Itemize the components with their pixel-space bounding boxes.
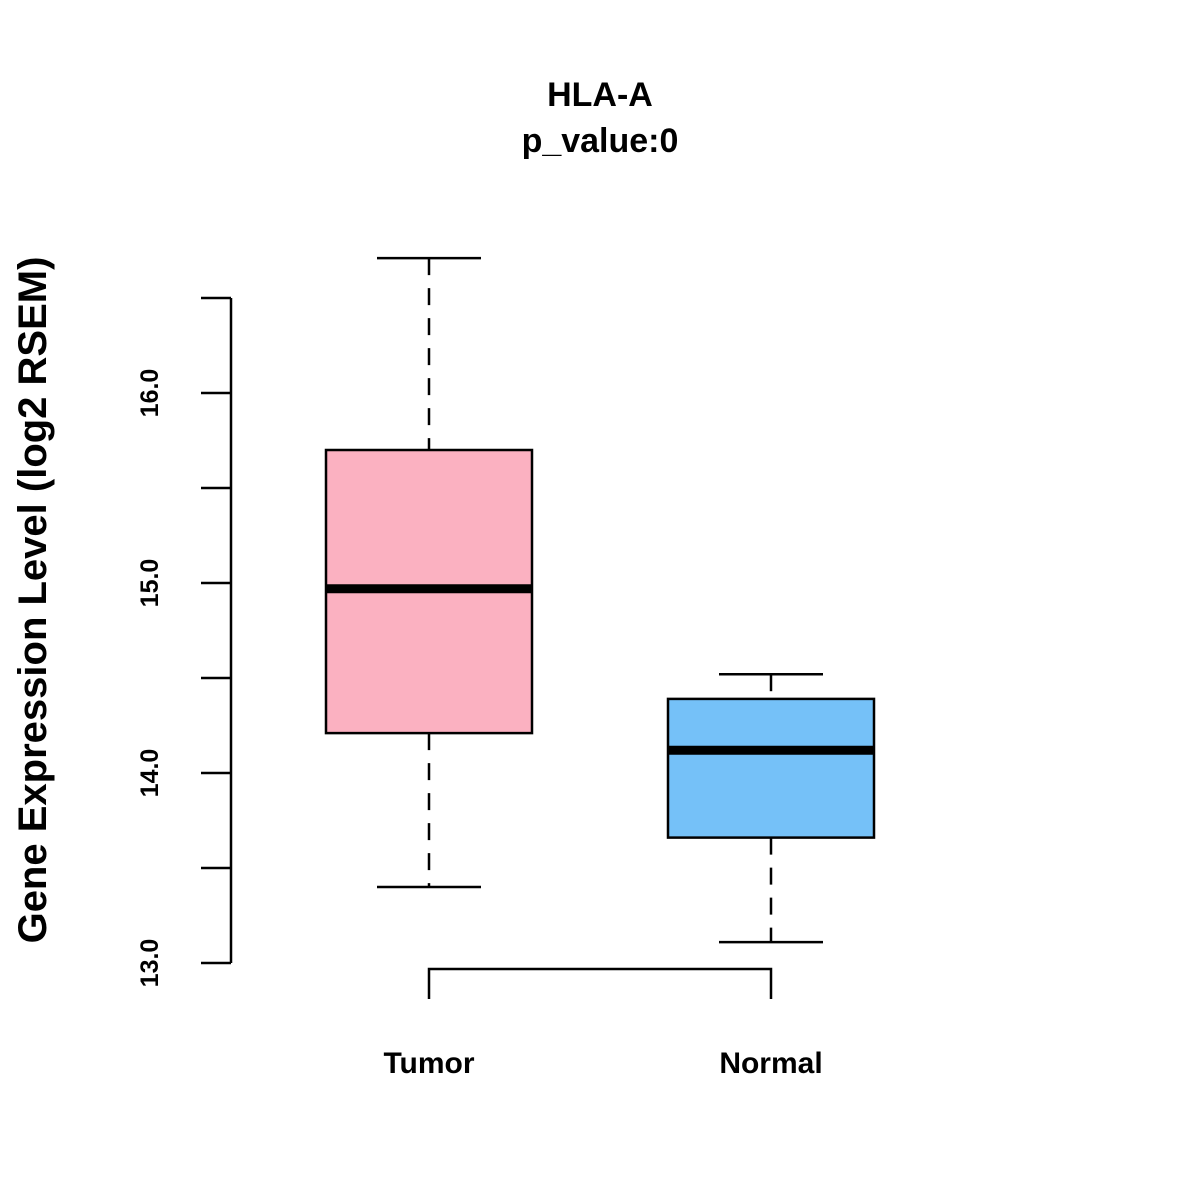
chart-title: HLA-A bbox=[547, 76, 653, 114]
category-label-tumor: Tumor bbox=[383, 1047, 474, 1080]
box-normal bbox=[666, 672, 876, 944]
y-axis-label: Gene Expression Level (log2 RSEM) bbox=[11, 257, 55, 944]
box-tumor bbox=[324, 256, 534, 889]
boxes-group bbox=[324, 256, 876, 944]
significance-bracket bbox=[427, 967, 773, 999]
y-tick-label: 14.0 bbox=[136, 749, 164, 798]
iqr-box bbox=[666, 697, 876, 839]
y-tick-label: 16.0 bbox=[136, 369, 164, 418]
y-axis: 13.0 14.0 15.0 16.0 bbox=[136, 296, 233, 988]
category-labels: Tumor Normal bbox=[383, 1047, 822, 1080]
y-tick-label: 15.0 bbox=[136, 559, 164, 608]
bracket-line bbox=[427, 967, 773, 999]
y-tick-label: 13.0 bbox=[136, 939, 164, 988]
chart-subtitle: p_value:0 bbox=[522, 122, 679, 160]
category-label-normal: Normal bbox=[719, 1047, 822, 1080]
